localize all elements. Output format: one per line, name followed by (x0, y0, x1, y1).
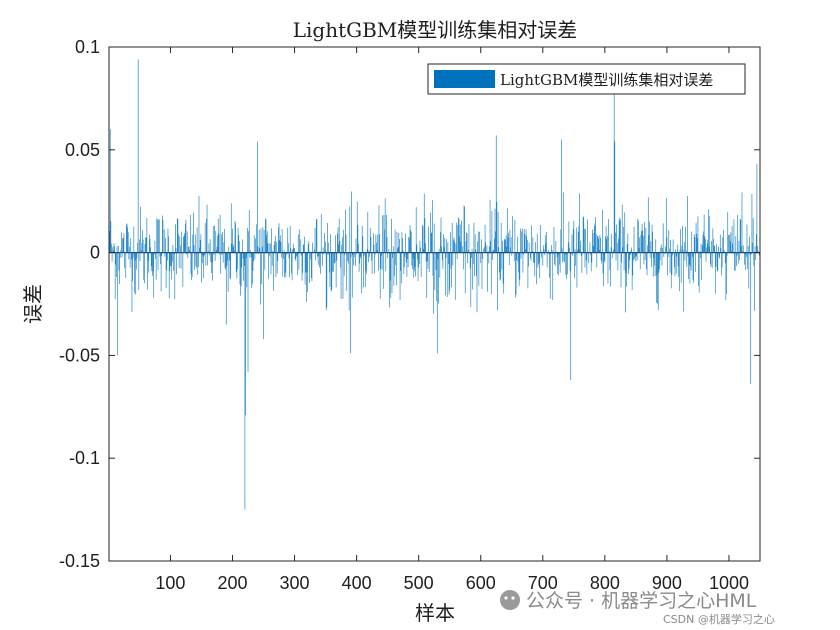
legend: LightGBM模型训练集相对误差 (427, 63, 746, 95)
y-tick-label: -0.05 (59, 345, 100, 365)
x-tick-label: 200 (217, 573, 247, 593)
watermark-line1: 公众号 · 机器学习之心HML (526, 590, 757, 612)
x-axis-label: 样本 (415, 601, 455, 625)
wechat-icon-eye-left (504, 596, 508, 600)
wechat-icon (500, 590, 520, 610)
y-tick-label: 0.1 (75, 37, 100, 57)
wechat-icon-eye-right (511, 596, 515, 600)
y-axis: 0.1 0.05 0 -0.05 -0.1 -0.15 (59, 37, 760, 571)
x-tick-label: 800 (590, 573, 620, 593)
chart-title: LightGBM模型训练集相对误差 (293, 18, 578, 42)
legend-label: LightGBM模型训练集相对误差 (500, 71, 713, 89)
x-tick-label: 900 (652, 573, 682, 593)
plot-background (109, 47, 760, 561)
x-tick-label: 400 (342, 573, 372, 593)
x-tick-label: 500 (404, 573, 434, 593)
plot-border (108, 46, 761, 562)
y-tick-label: -0.1 (69, 448, 100, 468)
watermark: 公众号 · 机器学习之心HML CSDN @机器学习之心 (500, 590, 775, 626)
x-tick-label: 700 (528, 573, 558, 593)
plot-area (108, 46, 761, 562)
bar-series (108, 59, 761, 510)
x-axis: 100 200 300 400 500 600 700 800 900 1000 (155, 47, 749, 593)
watermark-line2: CSDN @机器学习之心 (663, 612, 775, 626)
x-tick-label: 100 (155, 573, 185, 593)
x-tick-label: 600 (466, 573, 496, 593)
legend-swatch (434, 70, 495, 88)
x-tick-label: 300 (280, 573, 310, 593)
y-axis-label: 误差 (21, 284, 45, 324)
y-tick-label: 0.05 (65, 140, 100, 160)
y-tick-label: 0 (90, 243, 100, 263)
y-tick-label: -0.15 (59, 551, 100, 571)
x-tick-label: 1000 (709, 573, 749, 593)
